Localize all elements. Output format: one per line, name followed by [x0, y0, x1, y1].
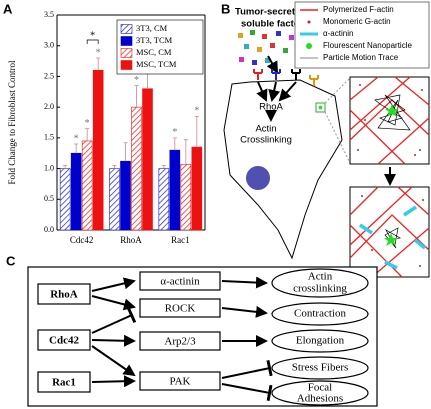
outcome: Adhesions	[297, 393, 343, 405]
diagram-b: Tumor-secreted soluble factors Polymeriz…	[223, 1, 430, 278]
y-tick-label: 0.0	[44, 225, 54, 234]
y-tick-label: 2.5	[44, 71, 54, 80]
effector: PAK	[170, 376, 191, 388]
error-bar	[194, 115, 199, 148]
y-tick-label: 3.0	[44, 41, 54, 50]
outcome: crosslinking	[293, 283, 347, 295]
error-bar	[123, 142, 128, 162]
legend-label: Particle Motion Trace	[323, 53, 399, 62]
outcome: Focal	[308, 382, 332, 394]
error-bar	[74, 143, 79, 154]
effector: ROCK	[165, 303, 196, 315]
legend-swatch	[120, 48, 133, 58]
crosslinking-label: Crosslinking	[240, 135, 292, 146]
zoom-box	[349, 186, 430, 278]
panel-label: A	[3, 1, 13, 16]
error-bar	[96, 57, 101, 71]
legend-swatch	[120, 24, 133, 34]
outcome: Elongation	[296, 335, 345, 347]
rhoa-label: RhoA	[259, 102, 283, 113]
legend-label: α-actinin	[323, 29, 353, 38]
legend-label: Monomeric G-actin	[323, 17, 391, 26]
error-bar	[112, 165, 117, 169]
significance: *	[96, 47, 101, 58]
bar	[70, 152, 82, 231]
outcome: Actin	[308, 271, 333, 283]
x-tick-label: Rac1	[171, 235, 190, 245]
comparison-bracket	[86, 39, 99, 44]
panel-label: B	[221, 1, 230, 16]
y-tick-label: 1.5	[44, 133, 54, 142]
legend-label: MSC, TCM	[136, 59, 177, 69]
x-tick-label: RhoA	[120, 235, 142, 245]
significance: *	[134, 75, 139, 86]
factors-label: soluble factors	[241, 19, 309, 30]
legend-label: MSC, CM	[136, 47, 172, 57]
legend-label: 3T3, TCM	[136, 35, 173, 45]
bar	[81, 140, 93, 231]
y-axis-title: Fold Change to Fibroblast Control	[7, 60, 17, 185]
y-tick-label: 0.5	[44, 194, 54, 203]
error-bar	[85, 128, 90, 141]
error-bar	[161, 165, 166, 169]
panel-label: C	[6, 253, 16, 268]
legend-label: Flourescent Nanoparticle	[323, 41, 412, 50]
bar-chart: 0.0 0.5 1.0 1.5 2.0 2.5 3.0 3.5 Fold Change to F…	[7, 10, 206, 245]
regulator: Rac1	[52, 377, 76, 389]
factors-label: Tumor-secreted	[235, 7, 306, 18]
effector: Arp2/3	[164, 336, 196, 348]
diagram-c: RhoA Cdc42 Rac1 α-actinin ROCK Arp2/3 PA…	[27, 266, 378, 407]
y-tick-label: 2.0	[44, 102, 54, 111]
bar	[180, 163, 192, 231]
significance: *	[194, 106, 199, 117]
y-tick-label: 1.0	[44, 163, 54, 172]
error-bar	[134, 85, 139, 108]
legend-label: Polymerized F-actin	[323, 5, 394, 14]
outcome: Stress Fibers	[292, 362, 349, 374]
legend-label: 3T3, CM	[136, 23, 168, 33]
regulator: Cdc42	[49, 335, 79, 347]
outcome: Contraction	[294, 308, 346, 320]
y-tick-label: 3.5	[44, 10, 54, 19]
crosslinking-label: Actin	[255, 124, 276, 135]
error-bar	[172, 137, 177, 151]
significance: *	[85, 118, 90, 129]
bar	[158, 168, 170, 231]
bar	[191, 146, 203, 231]
bar	[131, 106, 142, 231]
regulator: RhoA	[50, 289, 78, 301]
bar	[59, 168, 71, 231]
significance: *	[74, 133, 79, 144]
effector: α-actinin	[160, 276, 200, 288]
bar	[92, 69, 104, 231]
error-bar	[63, 165, 68, 169]
error-bar	[183, 139, 188, 165]
significance: *	[172, 127, 177, 138]
x-tick-label: Cdc42	[70, 235, 94, 245]
comparison-label: *	[90, 30, 95, 41]
legend-swatch	[120, 36, 133, 46]
bar	[120, 160, 131, 231]
bar	[169, 149, 181, 231]
zoom-box	[349, 76, 430, 165]
bar	[109, 168, 120, 231]
bar	[142, 88, 153, 231]
legend-swatch	[120, 60, 133, 70]
